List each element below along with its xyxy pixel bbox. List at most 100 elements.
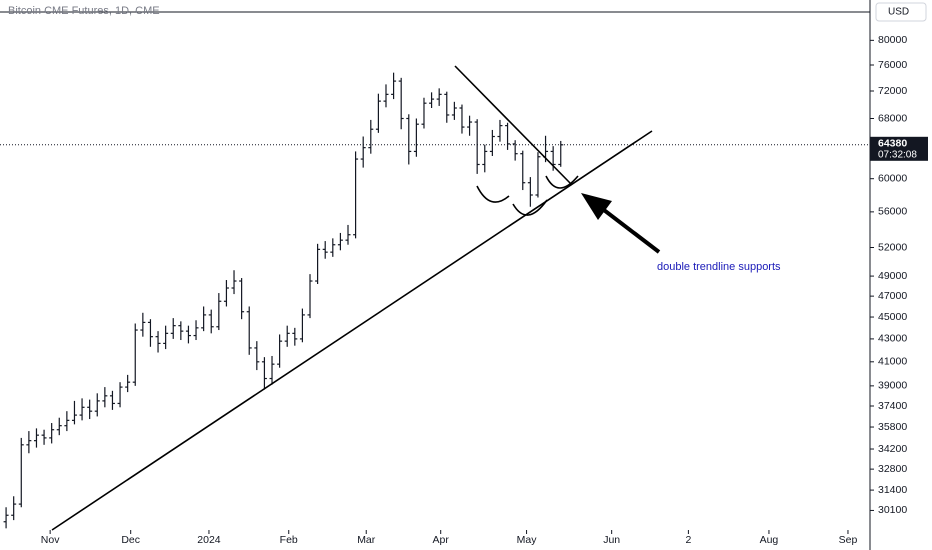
annotation: double trendline supports <box>657 261 781 273</box>
ohlc-bar <box>170 318 176 339</box>
ohlc-bar <box>421 97 427 129</box>
y-tick-label: 45000 <box>878 311 907 323</box>
ohlc-bar <box>330 238 336 257</box>
ohlc-bar <box>64 411 70 432</box>
ohlc-bar <box>459 104 465 134</box>
ohlc-bar <box>535 152 541 198</box>
ohlc-bar <box>482 144 488 173</box>
ohlc-bar <box>11 496 17 521</box>
ohlc-bar <box>345 224 351 245</box>
x-tick-label: Jun <box>603 534 620 546</box>
x-tick-label: Aug <box>760 534 779 546</box>
ohlc-bar <box>79 398 85 421</box>
ohlc-bar <box>383 84 389 108</box>
y-tick-label: 80000 <box>878 34 907 46</box>
ohlc-bar <box>56 417 62 436</box>
ohlc-bar <box>155 331 161 353</box>
y-tick-label: 43000 <box>878 333 907 345</box>
ohlc-bar <box>512 140 518 161</box>
ohlc-bar <box>284 325 290 347</box>
ohlc-bar <box>489 129 495 156</box>
x-tick-label: Dec <box>121 534 140 546</box>
ohlc-bar <box>231 270 237 295</box>
y-tick-label: 68000 <box>878 112 907 124</box>
currency[interactable]: USD <box>888 7 909 18</box>
chart-title: Bitcoin CME Futures, 1D, CME <box>8 5 160 17</box>
ohlc-bar <box>41 429 47 445</box>
y-tick-label: 72000 <box>878 85 907 97</box>
ohlc-bar <box>429 92 435 109</box>
x-tick-label: 2 <box>685 534 691 546</box>
ohlc-bar <box>474 119 480 174</box>
ohlc-bar <box>216 293 222 331</box>
currency-box[interactable] <box>875 2 927 22</box>
last-price-label: 64380 <box>878 138 907 150</box>
ohlc-bar <box>391 72 397 100</box>
ohlc-bar <box>527 177 533 207</box>
ohlc-bar <box>178 321 184 341</box>
x-tick-label: Mar <box>357 534 376 546</box>
ohlc-bar <box>277 334 283 368</box>
y-tick-label: 31400 <box>878 484 907 496</box>
ohlc-bar <box>201 306 207 332</box>
countdown: 07:32:08 <box>878 149 917 160</box>
ohlc-bar <box>185 325 191 344</box>
y-tick-label: 76000 <box>878 59 907 71</box>
ohlc-bar <box>193 320 199 341</box>
arrow-head <box>581 193 612 220</box>
ohlc-bar <box>368 119 374 154</box>
bottom-arc <box>545 175 579 189</box>
ohlc-bar <box>132 323 138 386</box>
ohlc-bar <box>315 243 321 285</box>
ohlc-bar <box>26 431 32 454</box>
x-tick-label: May <box>517 534 538 546</box>
ohlc-bar <box>3 507 9 529</box>
ohlc-bar <box>520 150 526 191</box>
ohlc-bar <box>558 140 564 167</box>
ohlc-bar <box>307 274 313 319</box>
ohlc-bar <box>269 355 275 385</box>
ohlc-bar <box>406 114 412 165</box>
ohlc-bar <box>398 77 404 130</box>
ohlc-bar <box>337 232 343 251</box>
ohlc-bar <box>208 309 214 334</box>
ohlc-bar <box>102 387 108 408</box>
y-tick-label: 39000 <box>878 380 907 392</box>
y-tick-label: 52000 <box>878 241 907 253</box>
x-tick-label: Apr <box>433 534 450 546</box>
x-tick-label: 2024 <box>197 534 221 546</box>
ohlc-bar <box>223 280 229 307</box>
ohlc-bar <box>292 327 298 346</box>
x-tick-label: Feb <box>280 534 298 546</box>
ohlc-bar <box>451 101 457 120</box>
ohlc-bar <box>413 118 419 157</box>
y-tick-label: 30100 <box>878 504 907 516</box>
y-tick-label: 32800 <box>878 463 907 475</box>
arrow-shaft <box>598 205 661 254</box>
y-tick-label: 60000 <box>878 172 907 184</box>
y-tick-label: 34200 <box>878 443 907 455</box>
ohlc-bar <box>436 88 442 106</box>
resistance-trendline <box>454 65 573 186</box>
ohlc-bar <box>444 91 450 123</box>
y-tick-label: 49000 <box>878 270 907 282</box>
ohlc-bar <box>87 399 93 420</box>
ohlc-bar <box>497 119 503 142</box>
y-tick-label: 47000 <box>878 290 907 302</box>
x-tick-label: Nov <box>41 534 60 546</box>
bottom-arc <box>512 199 548 216</box>
drawings <box>51 65 661 531</box>
support-trendline <box>51 130 653 531</box>
ohlc-bar <box>140 312 146 337</box>
ohlc-bar <box>94 393 100 417</box>
ohlc-bar <box>163 325 169 350</box>
ohlc-bar <box>322 241 328 259</box>
ohlc-bar <box>109 390 115 410</box>
y-tick-label: 35800 <box>878 421 907 433</box>
x-tick-label: Sep <box>839 534 858 546</box>
y-tick-label: 37400 <box>878 400 907 412</box>
ohlc-bar <box>360 136 366 168</box>
ohlc-bar <box>261 357 267 390</box>
